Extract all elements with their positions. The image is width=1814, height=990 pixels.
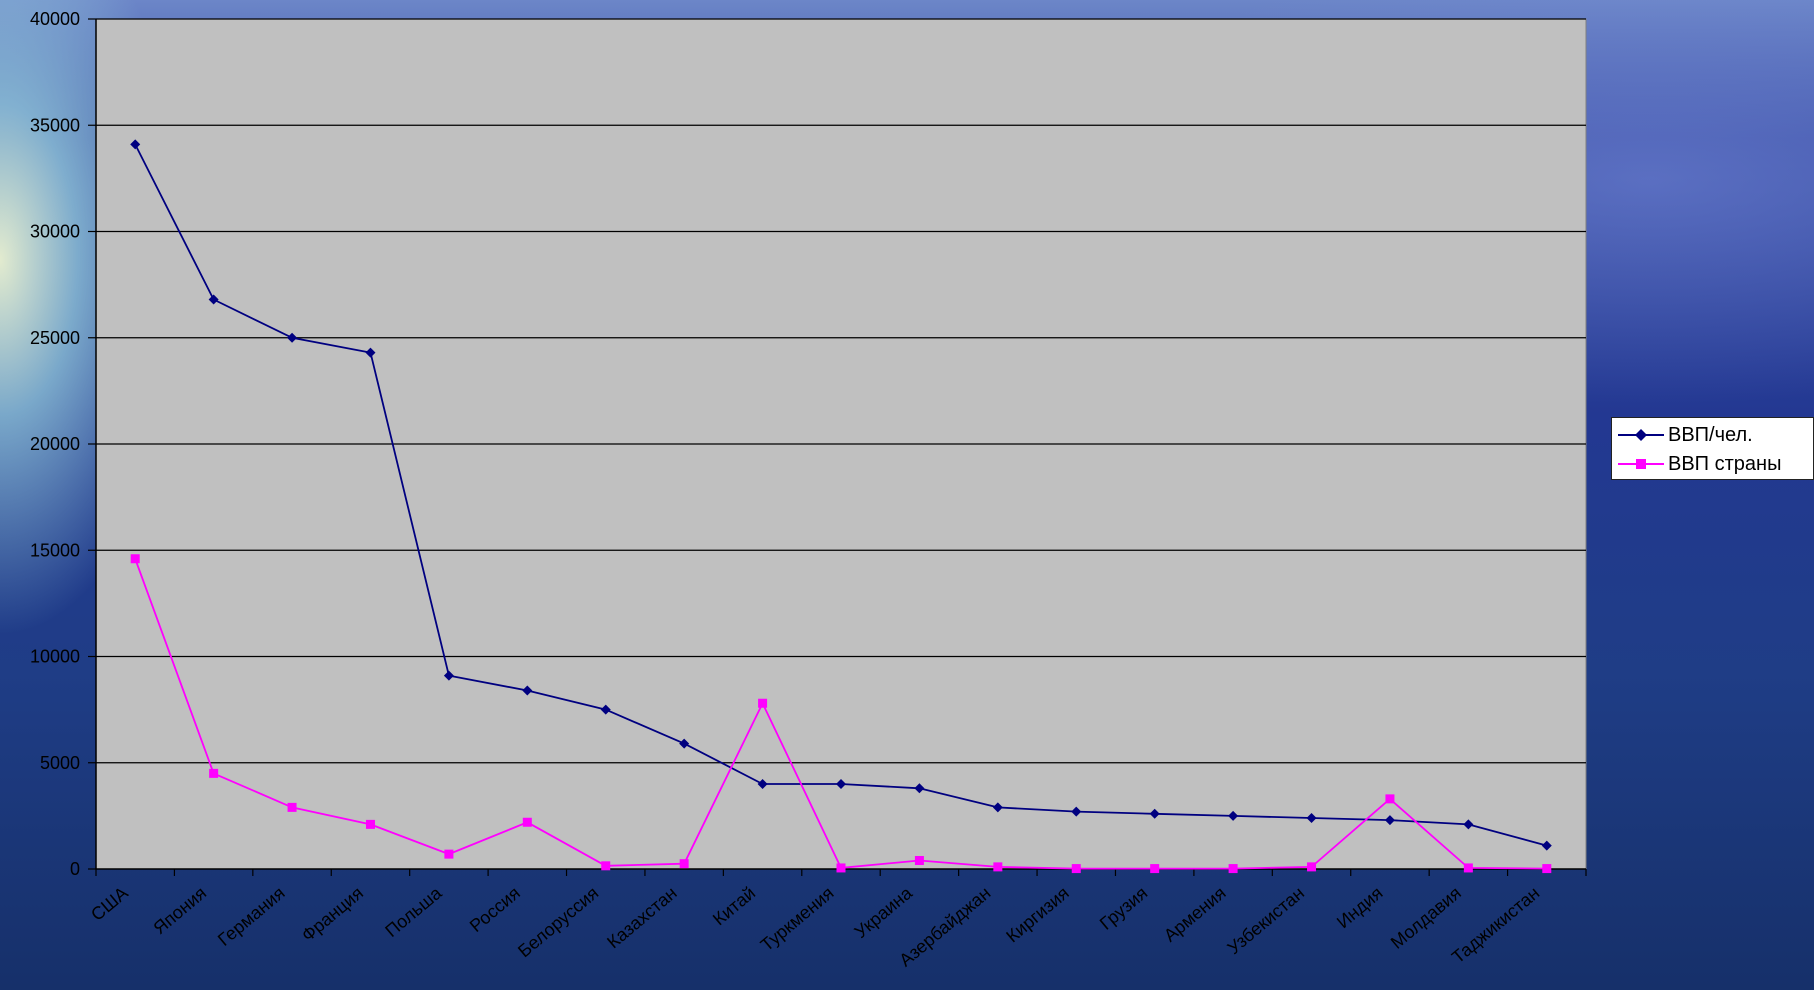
x-tick-label: Белоруссия xyxy=(514,883,602,962)
data-point-square xyxy=(1071,864,1081,874)
x-tick-label: Индия xyxy=(1333,883,1387,933)
data-point-square xyxy=(522,817,532,827)
data-point-diamond xyxy=(757,779,768,789)
data-point-square xyxy=(601,861,611,871)
data-point-square xyxy=(1463,863,1473,873)
data-point-square xyxy=(679,859,689,869)
data-point-square xyxy=(130,554,140,564)
y-tick-label: 0 xyxy=(70,859,80,879)
x-tick-label: Армения xyxy=(1160,883,1230,946)
square-marker-icon xyxy=(1618,459,1664,469)
x-tick-label: Франция xyxy=(298,883,367,946)
gridlines xyxy=(96,18,1586,764)
data-point-square xyxy=(1542,864,1552,874)
data-point-diamond xyxy=(1306,813,1317,823)
y-tick-label: 40000 xyxy=(30,9,80,29)
x-axis-tick-labels: США Япония Германия Франция Польша РоссияБело… xyxy=(87,882,1543,970)
data-point-diamond xyxy=(1463,819,1474,830)
data-point-diamond xyxy=(1071,806,1082,817)
data-point-square xyxy=(914,856,924,865)
data-point-diamond xyxy=(1228,810,1239,821)
x-tick-label: Япония xyxy=(149,883,210,938)
legend-label-gdp-per-capita: ВВП/чел. xyxy=(1668,423,1753,446)
y-tick-label: 20000 xyxy=(30,434,80,454)
data-point-square xyxy=(444,849,454,859)
data-point-square xyxy=(993,862,1003,872)
x-tick-label: Грузия xyxy=(1096,883,1151,934)
data-point-diamond xyxy=(287,332,298,343)
data-point-diamond xyxy=(208,294,219,305)
x-tick-label: Германия xyxy=(214,883,289,950)
data-point-diamond xyxy=(522,685,533,696)
x-tick-label: Россия xyxy=(466,883,524,936)
data-point-diamond xyxy=(130,139,141,150)
legend-label-gdp-country: ВВП страны xyxy=(1668,452,1782,475)
y-tick-label: 30000 xyxy=(30,222,80,242)
data-point-diamond xyxy=(1384,815,1395,826)
data-point-diamond xyxy=(914,783,925,794)
data-point-diamond xyxy=(365,347,376,358)
legend-item-gdp-country: ВВП страны xyxy=(1618,451,1781,477)
data-point-square xyxy=(365,819,375,829)
x-tick-label: США xyxy=(87,883,132,925)
data-point-diamond xyxy=(1541,840,1552,851)
data-point-diamond xyxy=(443,670,454,681)
x-tick-label: Казахстан xyxy=(603,883,680,953)
x-tick-label: Польша xyxy=(381,882,446,941)
diamond-marker-icon xyxy=(1618,429,1664,441)
data-point-diamond xyxy=(600,704,611,715)
legend-item-gdp-per-capita: ВВП/чел. xyxy=(1618,422,1753,448)
x-tick-label: Туркмения xyxy=(757,883,838,955)
data-point-square xyxy=(1228,864,1238,874)
x-tick-label: Украина xyxy=(851,882,917,942)
y-tick-label: 10000 xyxy=(30,647,80,667)
data-point-diamond xyxy=(992,802,1003,813)
y-tick-label: 35000 xyxy=(30,115,80,135)
data-point-square xyxy=(1385,794,1395,804)
data-point-square xyxy=(1150,864,1160,874)
data-point-square xyxy=(1307,862,1317,872)
data-point-diamond xyxy=(1149,808,1160,819)
y-tick-label: 15000 xyxy=(30,540,80,560)
y-tick-label: 5000 xyxy=(40,753,80,773)
data-point-square xyxy=(836,863,846,873)
data-point-square xyxy=(758,698,768,708)
x-tick-label: Узбекистан xyxy=(1224,883,1308,958)
data-point-diamond xyxy=(836,779,846,789)
legend: ВВП/чел. ВВП страны xyxy=(1611,417,1814,480)
x-tick-label: Киргизия xyxy=(1002,883,1072,947)
data-point-diamond xyxy=(679,738,690,749)
y-tick-label: 25000 xyxy=(30,328,80,348)
x-tick-label: Молдавия xyxy=(1387,883,1465,953)
x-tick-label: Китай xyxy=(709,883,759,930)
series-markers xyxy=(130,139,1552,874)
data-point-square xyxy=(287,802,297,812)
y-axis-tick-labels: 0 5000 10000 15000 20000 25000 30000 35000 40000 xyxy=(30,9,80,879)
data-point-square xyxy=(209,768,219,778)
